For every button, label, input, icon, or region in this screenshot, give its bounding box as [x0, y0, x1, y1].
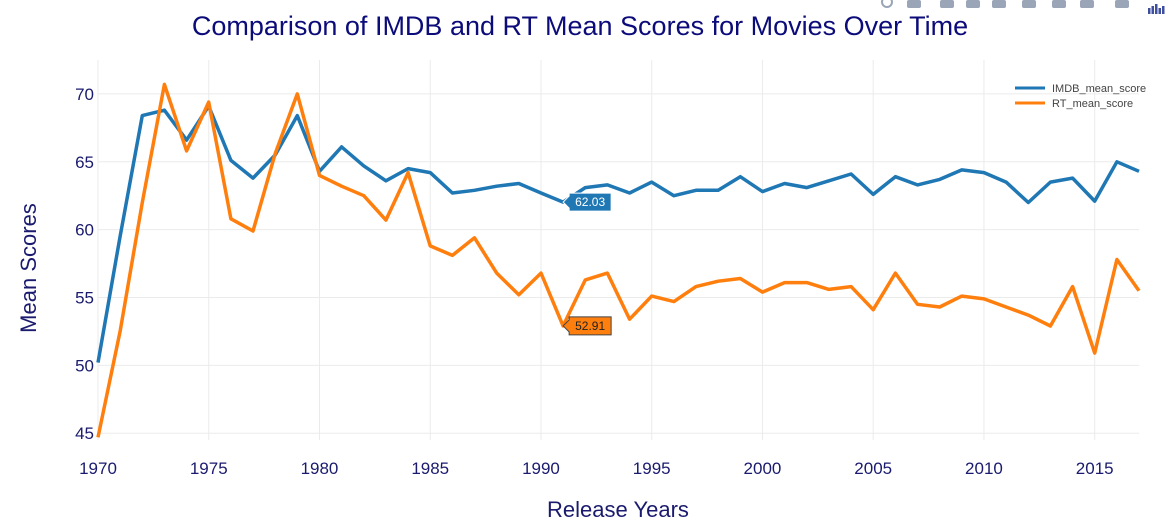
- plotly-logo-icon[interactable]: [1148, 4, 1165, 14]
- reset-axes-icon[interactable]: [1022, 0, 1036, 8]
- chart-title: Comparison of IMDB and RT Mean Scores fo…: [192, 11, 968, 41]
- logo-bar: [1151, 6, 1154, 14]
- compare-hover-icon-glyph: [1080, 0, 1094, 8]
- compare-hover-icon[interactable]: [1080, 0, 1094, 8]
- legend[interactable]: IMDB_mean_score RT_mean_score: [1015, 83, 1146, 110]
- x-tick-label: 1975: [190, 459, 228, 478]
- y-tick-label: 50: [75, 356, 94, 375]
- zoom-lens: [881, 0, 893, 8]
- zoom-out-icon[interactable]: [966, 0, 980, 8]
- x-tick-label: 1970: [79, 459, 117, 478]
- y-tick-label: 60: [75, 221, 94, 240]
- y-tick-label: 45: [75, 424, 94, 443]
- y-tick-label: 65: [75, 153, 94, 172]
- x-tick-label: 2015: [1076, 459, 1114, 478]
- series-line-RT_mean_score[interactable]: [96, 82, 1141, 438]
- pan-icon-glyph: [907, 0, 921, 8]
- zoom-in-icon[interactable]: [940, 0, 954, 8]
- series-lines: [96, 82, 1141, 438]
- zoom-out-icon-glyph: [966, 0, 980, 8]
- grid: [97, 60, 1139, 440]
- x-tick-label: 2005: [854, 459, 892, 478]
- logo-bar: [1148, 8, 1151, 14]
- pan-icon[interactable]: [907, 0, 921, 8]
- x-tick-label: 1985: [411, 459, 449, 478]
- logo-bar: [1158, 8, 1161, 14]
- legend-label: RT_mean_score: [1052, 98, 1133, 110]
- spike-lines-icon-glyph: [1052, 0, 1066, 8]
- x-axis-ticks: 1970 1975 1980 1985 1990 1995 2000 2005 2010 2015: [79, 459, 1114, 478]
- y-tick-label: 70: [75, 85, 94, 104]
- closest-hover-icon[interactable]: [1115, 0, 1129, 8]
- hover-label-box: [562, 192, 612, 212]
- hover-label-value: 52.91: [575, 319, 605, 333]
- logo-bar: [1155, 4, 1158, 14]
- x-tick-label: 2010: [965, 459, 1003, 478]
- hover-label-box: [562, 316, 612, 336]
- hover-label-value: 62.03: [575, 195, 605, 209]
- x-tick-label: 1995: [633, 459, 671, 478]
- logo-bar: [1162, 6, 1165, 14]
- y-axis-ticks: 45 50 55 60 65 70: [75, 85, 94, 443]
- y-axis-title: Mean Scores: [16, 203, 41, 333]
- legend-item-RT_mean_score[interactable]: RT_mean_score: [1015, 98, 1133, 110]
- hover-label-RT_mean_score: 52.91: [562, 316, 612, 336]
- y-tick-label: 55: [75, 289, 94, 308]
- x-tick-label: 2000: [744, 459, 782, 478]
- x-axis-title: Release Years: [547, 497, 689, 522]
- zoom-in-icon-glyph: [940, 0, 954, 8]
- autoscale-icon[interactable]: [992, 0, 1006, 8]
- hover-label-IMDB_mean_score: 62.03: [562, 192, 612, 212]
- legend-item-IMDB_mean_score[interactable]: IMDB_mean_score: [1015, 83, 1146, 95]
- spike-lines-icon[interactable]: [1052, 0, 1066, 8]
- closest-hover-icon-glyph: [1115, 0, 1129, 8]
- modebar: [881, 0, 1165, 14]
- x-tick-label: 1990: [522, 459, 560, 478]
- hover-labels: 62.03 52.91: [562, 192, 612, 336]
- x-tick-label: 1980: [301, 459, 339, 478]
- zoom-icon[interactable]: [881, 0, 893, 8]
- reset-axes-icon-glyph: [1022, 0, 1036, 8]
- series-line-IMDB_mean_score[interactable]: [96, 104, 1140, 363]
- autoscale-icon-glyph: [992, 0, 1006, 8]
- legend-label: IMDB_mean_score: [1052, 83, 1146, 95]
